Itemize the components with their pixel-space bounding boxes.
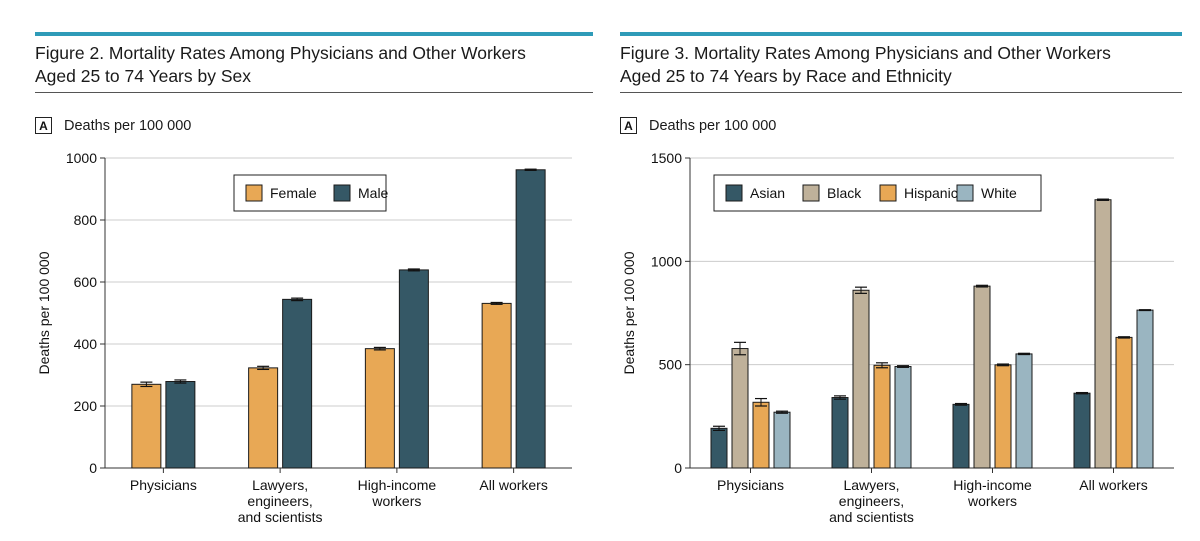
- fig2-bar-female-0: [131, 383, 162, 469]
- fig3-legend-label-white: White: [981, 185, 1017, 201]
- fig3-y-tick-label: 1500: [651, 150, 682, 166]
- fig2-x-tick-label-1: Lawyers, engineers, and scientists: [238, 477, 323, 525]
- fig3-bar-white-0: [773, 411, 791, 469]
- fig2-x-tick-label-3: All workers: [479, 477, 547, 493]
- fig3-y-ticks: 0 500 1000 1500: [651, 150, 690, 476]
- fig3-x-tick-label-line: and scientists: [829, 509, 914, 525]
- fig3-bar-asian-0: [710, 427, 728, 469]
- fig2-y-tick-label: 600: [74, 274, 98, 290]
- fig2-bar-male-2: [398, 269, 429, 469]
- fig2-bar-male-1: [282, 298, 313, 469]
- fig2-legend: Female Male: [233, 174, 389, 212]
- fig3-legend: Asian Black Hispanic White: [713, 174, 1042, 212]
- fig3-bar-black-0: [731, 348, 749, 469]
- fig3-gridlines: [690, 157, 1174, 366]
- figure-3-accent-bar: [620, 32, 1182, 36]
- figure-2-title-line-2: Aged 25 to 74 Years by Sex: [35, 66, 251, 86]
- fig2-bar-female-3: [481, 302, 512, 469]
- fig3-x-tick-label-line: Lawyers,: [843, 477, 899, 493]
- fig3-bar-white-3: [1136, 309, 1154, 469]
- fig3-legend-box: [713, 174, 1042, 212]
- fig3-y-tick-label: 500: [659, 357, 683, 373]
- fig2-x-tick-label-2: High-income workers: [358, 477, 437, 509]
- fig2-legend-swatch-female: [245, 184, 263, 202]
- figure-3-divider: [620, 92, 1182, 93]
- figure-3-panel-tag: A Deaths per 100 000: [620, 117, 776, 134]
- figure-2-title-line-1: Figure 2. Mortality Rates Among Physicia…: [35, 43, 526, 63]
- fig3-bar-asian-3: [1073, 392, 1091, 469]
- fig2-y-tick-label: 800: [74, 212, 98, 228]
- fig2-bar-male-3: [515, 169, 546, 469]
- fig2-x-tick-label-line: engineers,: [247, 493, 312, 509]
- fig2-y-tick-label: 200: [74, 398, 98, 414]
- fig3-bar-asian-1: [831, 397, 849, 469]
- fig2-bar-female-2: [364, 348, 395, 469]
- figure-2-panel: Figure 2. Mortality Rates Among Physicia…: [35, 0, 593, 541]
- fig3-legend-label-hispanic: Hispanic: [904, 185, 958, 201]
- fig2-x-tick-label-line: All workers: [479, 477, 547, 493]
- fig3-legend-swatch-asian: [725, 184, 743, 202]
- fig2-bar-female-1: [248, 367, 279, 469]
- fig3-x-tick-label-line: High-income: [953, 477, 1032, 493]
- fig3-legend-swatch-white: [956, 184, 974, 202]
- figure-2-panel-label: Deaths per 100 000: [64, 117, 192, 134]
- figure-3-panel-label: Deaths per 100 000: [649, 117, 777, 134]
- fig2-legend-box: [233, 174, 387, 212]
- fig3-y-tick-label: 0: [674, 460, 682, 476]
- fig3-bar-hispanic-3: [1115, 336, 1133, 469]
- fig3-x-tick-label-line: engineers,: [839, 493, 904, 509]
- fig2-y-ticks: 0 200 400 600 800 1000: [66, 150, 105, 476]
- figure-2-accent-bar: [35, 32, 593, 36]
- fig2-y-tick-label: 400: [74, 336, 98, 352]
- fig3-bar-asian-2: [952, 403, 970, 469]
- fig3-x-tick-label-3: All workers: [1079, 477, 1147, 493]
- fig3-bar-hispanic-0: [752, 401, 770, 469]
- fig3-legend-swatch-hispanic: [879, 184, 897, 202]
- figure-3-title-line-1: Figure 3. Mortality Rates Among Physicia…: [620, 43, 1111, 63]
- fig2-legend-label-female: Female: [270, 185, 317, 201]
- fig3-bar-black-1: [852, 289, 870, 469]
- fig3-bars: [710, 198, 1154, 469]
- figure-2-title: Figure 2. Mortality Rates Among Physicia…: [35, 42, 593, 88]
- fig2-x-tick-label-line: Lawyers,: [252, 477, 308, 493]
- fig2-y-tick-label: 0: [89, 460, 97, 476]
- figure-2-panel-letter: A: [35, 117, 52, 134]
- figure-3-title-line-2: Aged 25 to 74 Years by Race and Ethnicit…: [620, 66, 952, 86]
- fig3-bar-black-2: [973, 285, 991, 469]
- fig2-legend-label-male: Male: [358, 185, 389, 201]
- fig2-bar-male-0: [165, 381, 196, 469]
- figure-3-panel: Figure 3. Mortality Rates Among Physicia…: [620, 0, 1182, 541]
- fig3-bar-hispanic-2: [994, 364, 1012, 469]
- figure-2-panel-tag: A Deaths per 100 000: [35, 117, 191, 134]
- fig3-bar-black-3: [1094, 199, 1112, 469]
- figure-3-panel-letter: A: [620, 117, 637, 134]
- fig3-bar-white-2: [1015, 353, 1033, 469]
- figure-3-chart: 0 500 1000 1500 Deaths per 100 000 Physicians…: [621, 150, 1174, 525]
- fig3-y-tick-label: 1000: [651, 253, 682, 269]
- fig3-x-tick-label-line: Physicians: [717, 477, 784, 493]
- fig3-x-tick-label-0: Physicians: [717, 477, 784, 493]
- fig3-bar-white-1: [894, 366, 912, 469]
- fig3-legend-swatch-black: [802, 184, 820, 202]
- figure-2-divider: [35, 92, 593, 93]
- figure-2-chart: 0 200 400 600 800 1000 Deaths per 100 000 Physi…: [36, 150, 572, 525]
- fig3-legend-label-asian: Asian: [750, 185, 785, 201]
- fig3-bar-hispanic-1: [873, 364, 891, 469]
- fig2-y-tick-label: 1000: [66, 150, 97, 166]
- fig3-x-tick-label-1: Lawyers, engineers, and scientists: [829, 477, 914, 525]
- fig3-x-tick-label-line: workers: [967, 493, 1017, 509]
- figure-3-title: Figure 3. Mortality Rates Among Physicia…: [620, 42, 1182, 88]
- fig3-legend-label-black: Black: [827, 185, 862, 201]
- fig2-x-tick-label-line: workers: [371, 493, 421, 509]
- fig2-x-tick-label-line: and scientists: [238, 509, 323, 525]
- fig2-x-tick-label-line: High-income: [358, 477, 437, 493]
- fig3-x-tick-label-line: All workers: [1079, 477, 1147, 493]
- fig2-bars: [131, 168, 546, 469]
- fig2-legend-swatch-male: [333, 184, 351, 202]
- fig2-x-tick-label-line: Physicians: [130, 477, 197, 493]
- fig2-x-tick-label-0: Physicians: [130, 477, 197, 493]
- fig2-y-axis-label: Deaths per 100 000: [36, 251, 52, 374]
- fig3-x-tick-label-2: High-income workers: [953, 477, 1032, 509]
- fig3-y-axis-label: Deaths per 100 000: [621, 251, 637, 374]
